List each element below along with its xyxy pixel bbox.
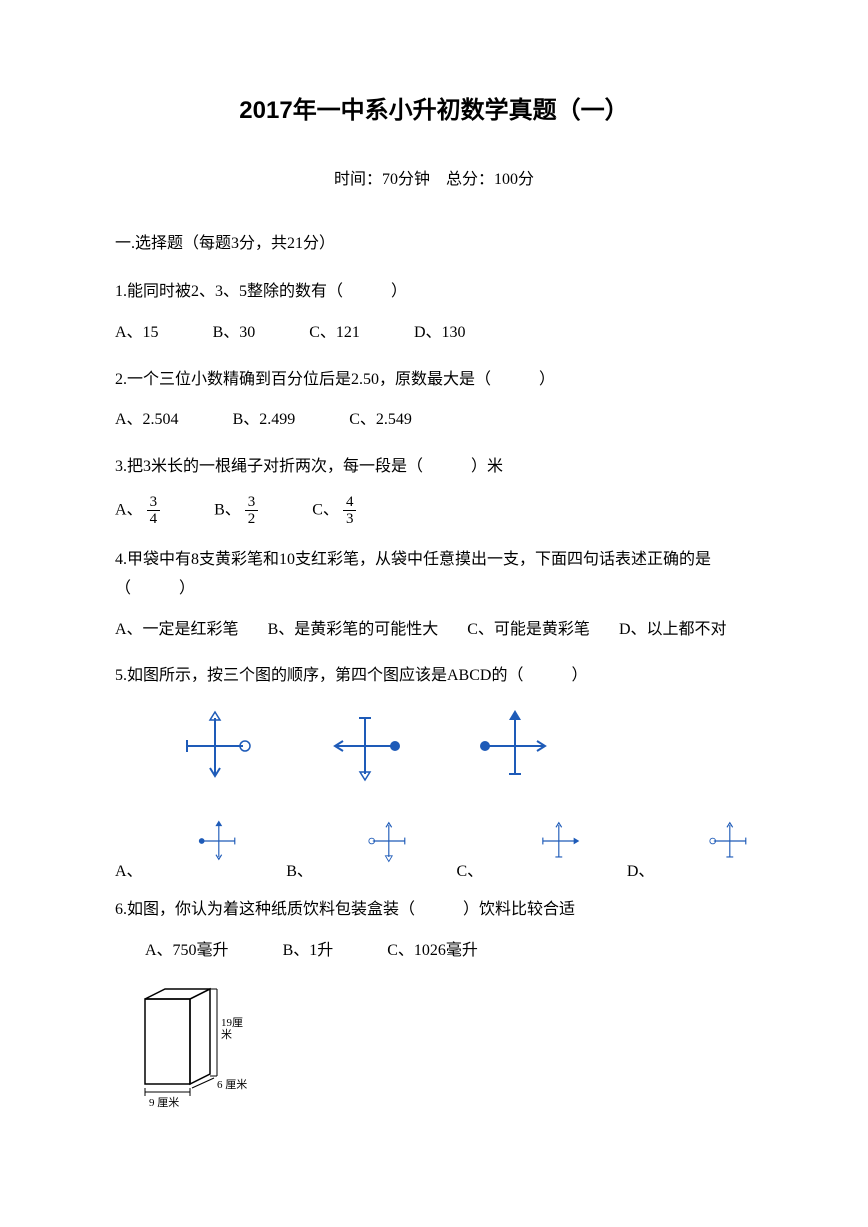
q5-d: D、	[627, 857, 655, 881]
q4-text: 4.甲袋中有8支黄彩笔和10支红彩笔，从袋中任意摸出一支，下面四句话表述正确的是…	[115, 546, 753, 604]
q6-text: 6.如图，你认为着这种纸质饮料包装盒装（ ）饮料比较合适	[115, 896, 753, 925]
q4-c: C、可能是黄彩笔	[467, 616, 590, 645]
seq-fig-2	[325, 706, 405, 786]
fraction: 4 3	[343, 494, 357, 528]
q2-c: C、2.549	[349, 406, 412, 435]
q2-options: A、2.504 B、2.499 C、2.549	[115, 406, 753, 435]
q6-box-figure: 19厘 米 6 厘米 9 厘米	[135, 984, 753, 1114]
q5-text: 5.如图所示，按三个图的顺序，第四个图应该是ABCD的（ ）	[115, 662, 753, 691]
box-depth-label: 6 厘米	[217, 1078, 247, 1091]
q1-options: A、15 B、30 C、121 D、130	[115, 319, 753, 348]
opt-d-fig	[707, 801, 753, 881]
svg-text:米: 米	[221, 1028, 232, 1041]
q3-options: A、 3 4 B、 3 2 C、 4 3	[115, 494, 753, 528]
box-height-label: 19厘	[221, 1017, 243, 1029]
seq-fig-3	[475, 706, 555, 786]
q2-b: B、2.499	[233, 406, 296, 435]
q4-d: D、以上都不对	[619, 616, 727, 645]
denominator: 2	[245, 511, 259, 528]
q3-b: B、 3 2	[214, 494, 258, 528]
opt-b-fig	[366, 801, 412, 881]
exam-subtitle: 时间：70分钟 总分：100分	[115, 165, 753, 189]
q6-c: C、1026毫升	[387, 937, 478, 966]
section-1-header: 一.选择题（每题3分，共21分）	[115, 229, 753, 253]
q4-options: A、一定是红彩笔 B、是黄彩笔的可能性大 C、可能是黄彩笔 D、以上都不对	[115, 616, 753, 645]
q5-options-row: A、 B、 C、 D、	[115, 801, 753, 881]
q1-text: 1.能同时被2、3、5整除的数有（ ）	[115, 278, 753, 307]
numerator: 3	[147, 494, 161, 512]
fraction: 3 4	[147, 494, 161, 528]
q5-b: B、	[286, 857, 313, 881]
seq-fig-1	[175, 706, 255, 786]
denominator: 3	[343, 511, 357, 528]
denominator: 4	[147, 511, 161, 528]
q3-a-label: A、	[115, 502, 143, 519]
numerator: 3	[245, 494, 259, 512]
q5-c: C、	[457, 857, 484, 881]
q1-c: C、121	[309, 319, 360, 348]
q3-c-label: C、	[312, 502, 339, 519]
q6-options: A、750毫升 B、1升 C、1026毫升	[115, 937, 753, 966]
opt-c-fig	[536, 801, 582, 881]
opt-a-fig	[196, 801, 242, 881]
q5-sequence-figures	[175, 706, 753, 786]
q3-b-label: B、	[214, 502, 241, 519]
q6-b: B、1升	[283, 937, 334, 966]
q5-a: A、	[115, 857, 143, 881]
q3-a: A、 3 4	[115, 494, 160, 528]
q2-text: 2.一个三位小数精确到百分位后是2.50，原数最大是（ ）	[115, 366, 753, 395]
fraction: 3 2	[245, 494, 259, 528]
q1-b: B、30	[213, 319, 256, 348]
exam-title: 2017年一中系小升初数学真题（一）	[115, 90, 753, 125]
q1-a: A、15	[115, 319, 159, 348]
numerator: 4	[343, 494, 357, 512]
q2-a: A、2.504	[115, 406, 179, 435]
q1-d: D、130	[414, 319, 466, 348]
q4-a: A、一定是红彩笔	[115, 616, 239, 645]
box-width-label: 9 厘米	[149, 1096, 179, 1109]
q6-a: A、750毫升	[145, 937, 229, 966]
q3-text: 3.把3米长的一根绳子对折两次，每一段是（ ）米	[115, 453, 753, 482]
q4-b: B、是黄彩笔的可能性大	[268, 616, 439, 645]
q3-c: C、 4 3	[312, 494, 356, 528]
